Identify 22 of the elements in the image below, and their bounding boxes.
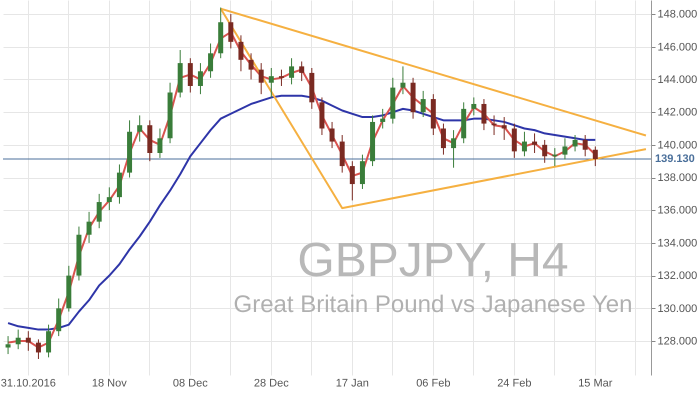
- x-tick-label: 15 Mar: [578, 378, 613, 390]
- y-tick-label: 134.000: [658, 237, 698, 250]
- x-tick-label: 08 Dec: [172, 378, 208, 390]
- x-tick-label: 17 Jan: [336, 378, 369, 390]
- y-tick-label: 142.000: [658, 106, 698, 119]
- text: GBPJPY, H4: [297, 234, 569, 287]
- y-tick-label: 128.000: [658, 336, 698, 348]
- x-tick-label: 18 Nov: [92, 378, 128, 390]
- y-tick-label: 132.000: [658, 270, 698, 282]
- y-tick-label: 146.000: [658, 41, 698, 54]
- y-tick-label: 130.000: [658, 302, 698, 315]
- y-tick-label: 148.000: [658, 8, 698, 21]
- x-tick-label: 06 Feb: [416, 378, 450, 390]
- y-tick-label: 144.000: [658, 74, 698, 86]
- text: Great Britain Pound vs Japanese Yen: [234, 291, 632, 318]
- x-tick-label: 31.10.2016: [0, 378, 56, 390]
- ref-line-label: 139.130: [655, 153, 695, 166]
- y-tick-label: 138.000: [658, 172, 698, 184]
- y-tick-label: 136.000: [658, 204, 698, 217]
- x-tick-label: 24 Feb: [497, 378, 532, 390]
- y-tick-label: 140.000: [658, 139, 698, 152]
- x-tick-label: 28 Dec: [254, 378, 290, 390]
